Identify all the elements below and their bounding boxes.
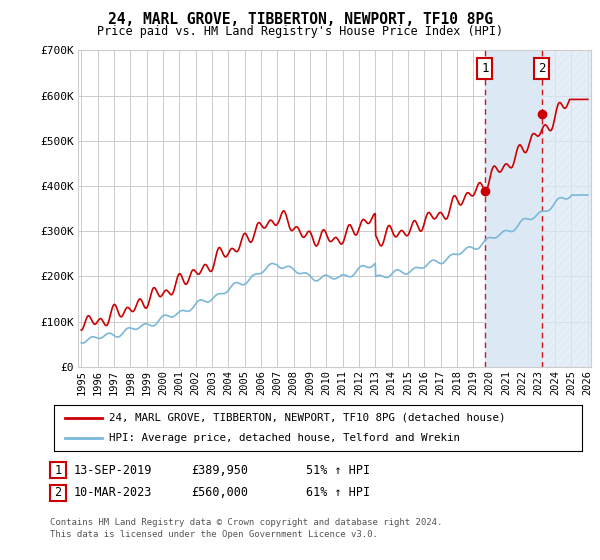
Text: 1: 1 — [55, 464, 62, 477]
Text: 1: 1 — [481, 62, 489, 75]
Text: Contains HM Land Registry data © Crown copyright and database right 2024.: Contains HM Land Registry data © Crown c… — [50, 518, 442, 527]
Text: 61% ↑ HPI: 61% ↑ HPI — [306, 487, 370, 500]
Bar — [50, 485, 66, 501]
Text: 10-MAR-2023: 10-MAR-2023 — [74, 487, 152, 500]
Bar — [50, 462, 66, 478]
Text: 24, MARL GROVE, TIBBERTON, NEWPORT, TF10 8PG (detached house): 24, MARL GROVE, TIBBERTON, NEWPORT, TF10… — [109, 413, 506, 423]
Text: Price paid vs. HM Land Registry's House Price Index (HPI): Price paid vs. HM Land Registry's House … — [97, 25, 503, 38]
Text: £389,950: £389,950 — [191, 464, 248, 477]
Text: HPI: Average price, detached house, Telford and Wrekin: HPI: Average price, detached house, Telf… — [109, 433, 460, 444]
Text: 13-SEP-2019: 13-SEP-2019 — [74, 464, 152, 477]
Text: 2: 2 — [538, 62, 545, 75]
Text: This data is licensed under the Open Government Licence v3.0.: This data is licensed under the Open Gov… — [50, 530, 378, 539]
Text: £560,000: £560,000 — [191, 487, 248, 500]
Text: 2: 2 — [55, 487, 62, 500]
Text: 24, MARL GROVE, TIBBERTON, NEWPORT, TF10 8PG: 24, MARL GROVE, TIBBERTON, NEWPORT, TF10… — [107, 12, 493, 27]
Bar — [485, 50, 542, 367]
Bar — [542, 50, 600, 367]
Text: 51% ↑ HPI: 51% ↑ HPI — [306, 464, 370, 477]
